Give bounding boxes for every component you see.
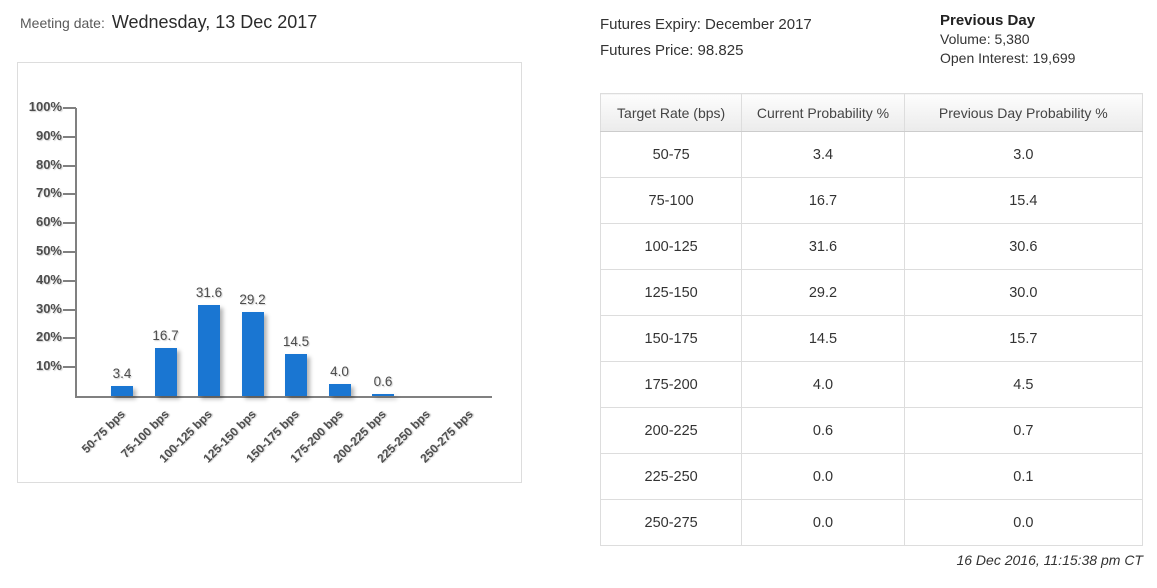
table-cell: 29.2 <box>741 269 905 316</box>
y-axis-label: 70% <box>35 185 62 201</box>
probability-table-head: Target Rate (bps) Current Probability % Pr… <box>599 93 1144 132</box>
table-cell: 0.0 <box>903 499 1144 546</box>
table-cell: 175-200 <box>599 361 743 408</box>
probability-table: Target Rate (bps) Current Probability % Pr… <box>599 93 1144 546</box>
table-cell: 31.6 <box>741 223 905 270</box>
table-row: 100-125 31.6 30.6 <box>599 223 1144 270</box>
bar-value-label: 3.4 <box>112 366 132 382</box>
bar-value-label: 14.5 <box>282 334 310 350</box>
futures-info: Futures Expiry: December 2017 Futures Pr… <box>600 12 812 64</box>
table-cell: 0.7 <box>903 407 1144 454</box>
table-cell: 150-175 <box>599 315 743 362</box>
x-axis-line <box>75 396 492 398</box>
y-axis-label: 50% <box>35 243 62 258</box>
y-axis-label: 80% <box>35 156 62 172</box>
futures-expiry: Futures Expiry: December 2017 <box>600 16 812 33</box>
y-axis-tick <box>63 366 76 369</box>
table-row: 200-225 0.6 0.7 <box>599 407 1144 454</box>
table-cell: 15.4 <box>903 177 1144 224</box>
y-axis-tick <box>63 135 76 138</box>
y-axis-tick <box>63 251 76 253</box>
table-header-row: Target Rate (bps) Current Probability % Pr… <box>599 93 1144 132</box>
y-axis-tick <box>63 164 76 167</box>
table-row: 225-250 0.0 0.1 <box>599 453 1144 500</box>
table-row: 50-75 3.4 3.0 <box>599 131 1144 178</box>
meeting-date: Meeting date: Wednesday, 13 Dec 2017 <box>20 12 317 33</box>
table-cell: 75-100 <box>599 177 743 224</box>
table-cell: 0.1 <box>903 453 1144 500</box>
bar <box>372 394 394 396</box>
y-axis-label: 90% <box>35 127 62 143</box>
table-header-cell: Previous Day Probability % <box>903 93 1144 132</box>
bar <box>154 347 177 396</box>
table-row: 175-200 4.0 4.5 <box>599 361 1144 408</box>
table-cell: 50-75 <box>599 131 743 178</box>
table-cell: 3.4 <box>741 131 905 178</box>
bar <box>111 386 133 396</box>
bar-value-label: 4.0 <box>330 364 349 380</box>
bar-value-label: 29.2 <box>239 291 266 307</box>
table-cell: 15.7 <box>903 315 1144 362</box>
table-cell: 200-225 <box>599 407 743 454</box>
y-axis-tick <box>63 337 76 340</box>
y-axis-label: 40% <box>35 271 62 287</box>
table-cell: 125-150 <box>599 269 743 316</box>
table-cell: 3.0 <box>903 131 1144 178</box>
table-cell: 4.5 <box>903 361 1144 408</box>
table-cell: 16.7 <box>741 177 905 224</box>
table-row: 75-100 16.7 15.4 <box>599 177 1144 224</box>
bar <box>241 311 264 396</box>
table-cell: 14.5 <box>741 315 905 362</box>
probability-table-body: 50-75 3.4 3.0 75-100 16.7 15.4 100-125 31.6 30.6… <box>599 131 1144 546</box>
table-cell: 100-125 <box>599 223 743 270</box>
table-row: 250-275 0.0 0.0 <box>599 499 1144 546</box>
table-cell: 30.0 <box>903 269 1144 316</box>
table-cell: 250-275 <box>599 499 743 546</box>
bar <box>328 384 351 396</box>
futures-price: Futures Price: 98.825 <box>600 42 744 59</box>
table-cell: 30.6 <box>903 223 1144 270</box>
table-row: 125-150 29.2 30.0 <box>599 269 1144 316</box>
meeting-date-value: Wednesday, 13 Dec 2017 <box>111 12 318 32</box>
bar-value-label: 31.6 <box>195 284 223 300</box>
y-axis-label: 10% <box>35 358 62 374</box>
meeting-date-label: Meeting date: <box>20 15 105 31</box>
table-cell: 4.0 <box>741 361 905 408</box>
bar-value-label: 16.7 <box>152 327 179 343</box>
table-cell: 0.6 <box>741 407 905 454</box>
y-axis-tick <box>63 107 76 109</box>
previous-day-open-interest: Open Interest: 19,699 <box>940 50 1076 66</box>
y-axis-label: 60% <box>35 214 62 230</box>
y-axis-tick <box>63 308 76 311</box>
y-axis-label: 20% <box>35 329 62 345</box>
y-axis-tick <box>63 222 76 225</box>
y-axis-line <box>75 108 77 398</box>
previous-day-info: Previous Day Volume: 5,380 Open Interest… <box>940 11 1075 68</box>
chart-plot-area: 10% 20% 30% 40% 50% 60% 70% 80% 90% 100% 3.4 50-75 … <box>18 63 521 482</box>
previous-day-title: Previous Day <box>940 12 1036 29</box>
y-axis-tick <box>63 279 76 282</box>
bar <box>198 304 220 396</box>
table-cell: 0.0 <box>741 499 905 546</box>
bar-value-label: 0.6 <box>373 374 393 390</box>
probability-bar-chart: 10% 20% 30% 40% 50% 60% 70% 80% 90% 100% 3.4 50-75 … <box>17 62 522 483</box>
timestamp: 16 Dec 2016, 11:15:38 pm CT <box>956 552 1143 568</box>
table-cell: 225-250 <box>599 453 743 500</box>
table-cell: 0.0 <box>741 453 905 500</box>
bar <box>285 354 307 396</box>
y-axis-label: 100% <box>28 99 62 114</box>
table-header-cell: Target Rate (bps) <box>599 93 743 132</box>
table-row: 150-175 14.5 15.7 <box>599 315 1144 362</box>
y-axis-label: 30% <box>35 300 62 316</box>
table-header-cell: Current Probability % <box>741 93 905 132</box>
previous-day-volume: Volume: 5,380 <box>940 31 1030 47</box>
y-axis-tick <box>63 193 76 196</box>
